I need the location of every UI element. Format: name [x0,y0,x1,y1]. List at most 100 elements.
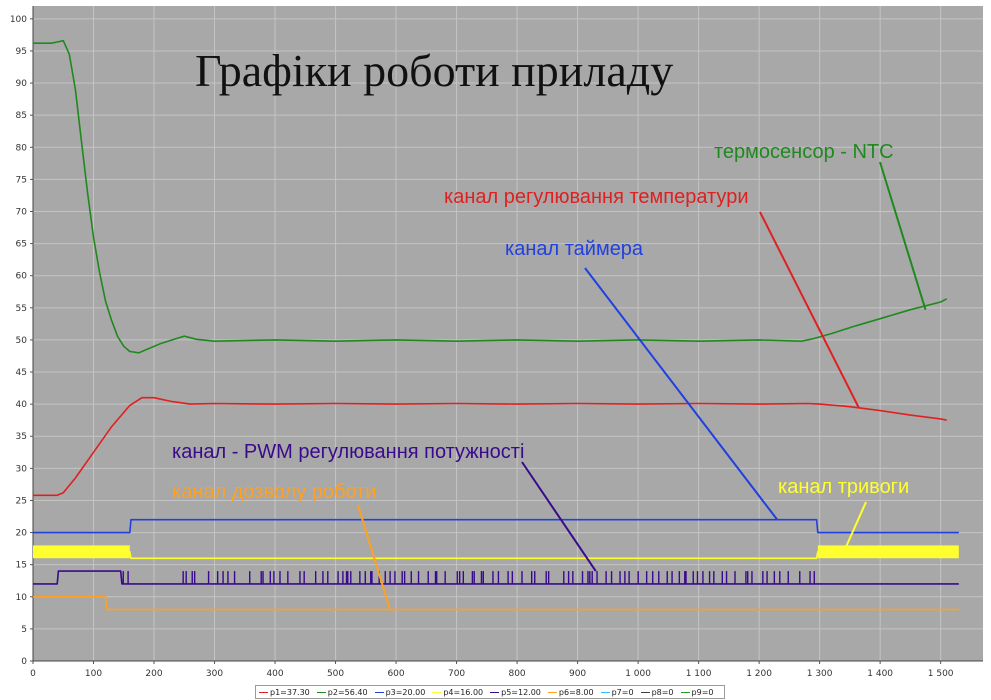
pwm-pulse [658,571,660,584]
pwm-pulse [813,571,815,584]
pwm-pulse [337,571,339,584]
pwm-pulse [702,571,704,584]
pwm-pulse [444,571,446,584]
legend-swatch [640,691,650,693]
y-tick-label: 80 [16,143,28,153]
legend-label: p5=12.00 [501,687,541,697]
legend-swatch [316,691,326,693]
pwm-pulse [471,571,474,584]
y-tick-label: 100 [10,15,27,25]
y-tick-label: 20 [16,529,28,539]
pwm-pulse [591,571,593,584]
x-tick-label: 500 [327,669,344,679]
y-tick-label: 45 [16,368,27,378]
y-tick-label: 60 [16,272,28,282]
y-tick-label: 70 [16,207,28,217]
series-line-pwm [33,570,959,585]
pwm-pulse [745,571,747,584]
pwm-pulse [734,571,736,584]
pwm-pulse [572,571,574,584]
plot-area [33,6,983,661]
x-tick-label: 400 [266,669,283,679]
x-tick-label: 800 [508,669,525,679]
pwm-pulse [227,571,229,584]
pwm-pulse [628,571,630,584]
leader-line-pwm [521,461,597,572]
pwm-pulse [314,571,317,584]
legend-item: p8=0 [640,688,674,697]
legend-swatch [600,691,610,693]
pwm-pulse [534,571,536,584]
pwm-pulse [269,571,271,584]
pwm-pulse [410,571,412,584]
pwm-pulse [511,571,514,584]
pwm-pulse [809,571,811,584]
leader-line-alarm [842,501,867,553]
pwm-pulse [262,571,264,584]
pwm-pulse [347,571,349,584]
legend-label: p3=20.00 [385,687,426,697]
pwm-pulse [279,571,281,584]
pwm-pulse [692,571,694,584]
pwm-pulse [587,571,589,584]
legend-item: p5=12.00 [490,688,541,697]
series-line-ntc [33,39,948,354]
annotation-alarm-channel: канал тривоги [778,476,909,498]
legend-swatch [259,691,268,693]
x-tick-label: 0 [30,669,36,679]
legend-item: p6=8.00 [547,687,594,697]
x-tick-label: 1 000 [625,669,651,679]
pwm-pulse [233,571,236,584]
x-tick-label: 700 [448,669,465,679]
annotation-ntc-sensor: термосенсор - NTC [714,141,894,163]
pwm-pulse [350,571,352,584]
pwm-pulse [773,571,776,584]
annotation-enable-channel: канал дозволу роботи [172,481,376,503]
pwm-pulse [713,571,715,584]
pwm-pulse [403,571,406,584]
pwm-pulse [370,571,372,584]
y-tick-label: 25 [16,496,27,506]
axes: 0 5 10 15 20 25 30 35 40 45 50 55 60 65 70 75 80 85 90 95 10… [10,6,983,679]
pwm-pulse [751,571,753,584]
pwm-pulse [191,571,193,584]
pwm-pulse [122,571,124,584]
pwm-pulse [563,571,565,584]
pwm-pulse [530,571,533,584]
y-tick-label: 90 [16,79,28,89]
pwm-pulse [401,571,403,584]
x-tick-label: 300 [206,669,223,679]
pwm-pulse [458,571,461,584]
series-layer [33,39,959,611]
pwm-pulse [589,571,591,584]
legend-swatch [374,691,384,693]
pwm-pulse [497,571,500,584]
legend-item: p7=0 [600,688,634,697]
pwm-pulse [287,571,289,584]
pwm-pulse [127,571,129,584]
series-line-timer [33,518,959,534]
pwm-pulse [273,571,275,584]
y-tick-label: 5 [21,625,27,635]
pwm-pulse [645,571,648,584]
y-tick-label: 15 [16,561,27,571]
pwm-pulse [547,571,550,584]
pwm-pulse [207,571,210,584]
x-tick-label: 1 400 [867,669,893,679]
legend-label: p6=8.00 [558,687,594,697]
x-tick-label: 1 300 [807,669,833,679]
pwm-pulse [364,571,366,584]
pwm-pulse [684,571,686,584]
pwm-pulse [249,571,251,584]
pwm-pulse [182,571,184,584]
pwm-pulse [721,571,723,584]
pwm-pulse [671,571,673,584]
pwm-pulse [521,571,523,584]
y-tick-label: 40 [16,400,28,410]
y-tick-label: 95 [16,47,27,57]
pwm-pulse [545,571,547,584]
x-tick-label: 600 [387,669,404,679]
leader-line-temp [759,211,860,409]
y-tick-label: 55 [16,304,27,314]
pwm-pulse [342,571,344,584]
